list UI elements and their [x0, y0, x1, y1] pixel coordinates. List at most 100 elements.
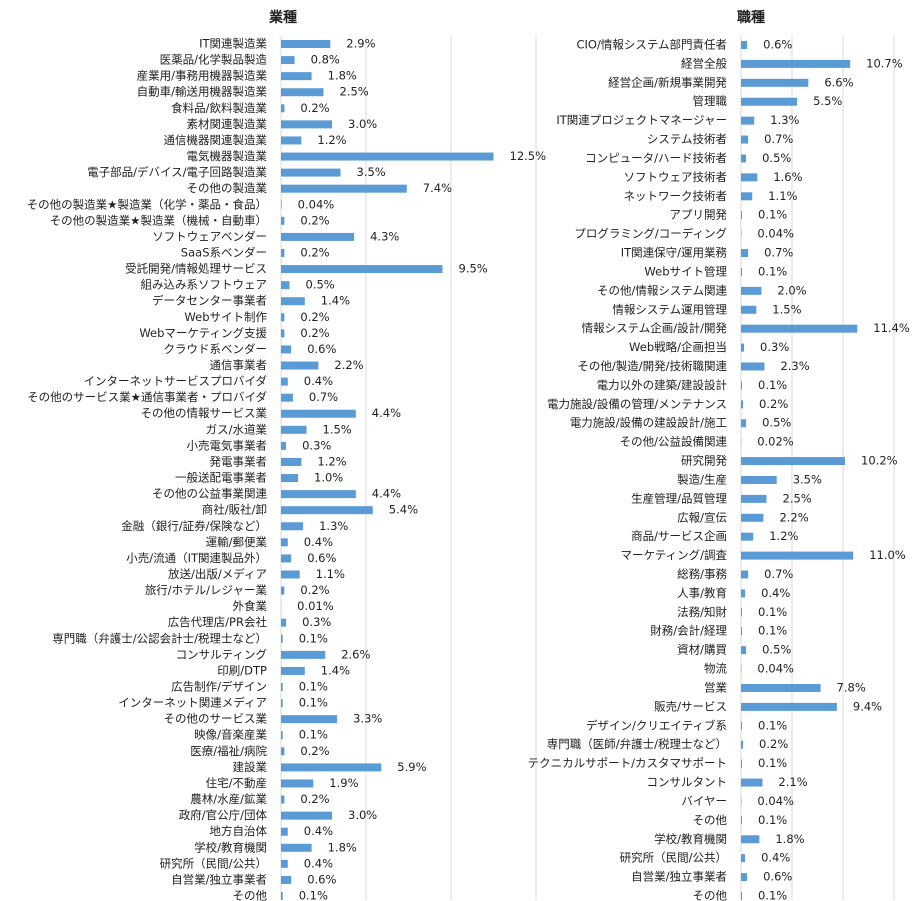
category-label: 映像/音楽産業 [194, 728, 267, 742]
value-label: 0.5% [762, 416, 791, 430]
category-label: その他 [693, 889, 728, 901]
category-label: デザイン/クリエイティブ系 [586, 718, 727, 732]
value-label: 0.04% [757, 227, 794, 241]
category-label: 自営業/独立事業者 [171, 872, 267, 886]
value-label: 0.4% [761, 851, 790, 865]
bar [281, 747, 285, 756]
bar [741, 135, 749, 144]
category-label: 資材/購買 [677, 643, 727, 657]
category-label: 自動車/輸送用機器製造業 [137, 85, 268, 99]
bar [281, 297, 305, 306]
bar [281, 666, 305, 675]
bar [281, 216, 285, 225]
bar [741, 778, 763, 787]
category-label: テクニカルサポート/カスタマサポート [528, 756, 727, 770]
bar [281, 779, 314, 788]
bar [741, 570, 749, 579]
value-label: 0.7% [764, 567, 793, 581]
category-label: 電力施設/設備の建設設計/施工 [570, 416, 727, 430]
category-label: 印刷/DTP [217, 663, 267, 677]
bar [741, 78, 809, 87]
bar [281, 763, 382, 772]
category-label: その他の製造業 [187, 181, 268, 195]
category-label: 電力施設/設備の管理/メンテナンス [547, 397, 727, 411]
category-label: 電気機器製造業 [187, 149, 268, 163]
category-label: 人事/教育 [677, 586, 727, 600]
category-label: その他のサービス業 [164, 712, 268, 726]
value-label: 4.3% [370, 229, 399, 243]
value-label: 0.5% [762, 151, 791, 165]
value-label: 3.3% [353, 712, 382, 726]
value-label: 0.2% [300, 310, 329, 324]
category-label: 発電事業者 [210, 454, 268, 468]
bar [281, 329, 285, 338]
category-label: その他の製造業★製造業（化学・薬品・食品） [27, 197, 267, 211]
value-label: 0.5% [762, 643, 791, 657]
bar [741, 381, 743, 390]
bar [281, 281, 290, 290]
category-label: IT関連製造業 [199, 37, 267, 51]
category-label: 地方自治体 [210, 824, 268, 838]
value-label: 2.5% [783, 491, 812, 505]
bar [281, 795, 285, 804]
bar [281, 506, 373, 515]
bar [281, 72, 312, 81]
bar [741, 608, 743, 617]
category-label: Webサイト制作 [184, 310, 267, 324]
bar [741, 646, 747, 655]
category-label: 医薬品/化学製品製造 [160, 53, 268, 67]
value-label: 0.7% [764, 132, 793, 146]
value-label: 0.04% [757, 794, 794, 808]
category-label: 営業 [704, 680, 727, 694]
value-label: 0.4% [761, 586, 790, 600]
category-label: 運輸/郵便業 [206, 535, 268, 549]
category-label: 放送/出版/メディア [168, 567, 267, 581]
category-label: 医療/福祉/病院 [190, 744, 267, 758]
bar [281, 892, 283, 900]
category-label: CIO/情報システム部門責任者 [576, 38, 727, 52]
value-label: 0.1% [758, 756, 787, 770]
category-label: 専門職（医師/弁護士/税理士など） [547, 737, 727, 751]
chart-title: 職種 [737, 9, 765, 26]
bar [281, 683, 283, 692]
bar [741, 154, 747, 163]
bar [281, 409, 356, 418]
bar [281, 104, 285, 113]
bar [281, 345, 292, 354]
bar [741, 249, 749, 258]
bar [281, 120, 332, 129]
category-label: 総務/事務 [677, 567, 727, 581]
bar [741, 683, 821, 692]
category-label: その他/製造/開発/技術職関連 [577, 359, 727, 373]
category-label: その他 [693, 813, 728, 827]
category-label: その他のサービス業★通信事業者・プロバイダ [27, 390, 267, 404]
bar [741, 532, 754, 541]
value-label: 0.1% [758, 813, 787, 827]
value-label: 11.0% [869, 548, 906, 562]
category-label: 広告制作/デザイン [171, 680, 267, 694]
category-label: IT関連保守/運用業務 [621, 246, 728, 260]
bar [281, 56, 295, 65]
value-label: 2.2% [334, 358, 363, 372]
bar [741, 305, 757, 314]
bar [281, 88, 324, 97]
bar [281, 200, 282, 209]
value-label: 4.4% [372, 406, 401, 420]
value-label: 0.1% [758, 624, 787, 638]
category-label: 政府/官公庁/団体 [179, 808, 268, 822]
category-label: 小売電気事業者 [187, 438, 268, 452]
bar [741, 892, 743, 900]
value-label: 0.01% [297, 599, 334, 613]
bar [741, 702, 837, 711]
value-label: 0.7% [764, 246, 793, 260]
value-label: 1.1% [768, 189, 797, 203]
bar [741, 400, 744, 409]
value-label: 3.0% [348, 808, 377, 822]
category-label: マーケティング/調査 [621, 548, 728, 562]
category-label: その他の製造業★製造業（機械・自動車） [50, 213, 267, 227]
category-label: ネットワーク技術者 [624, 189, 728, 203]
category-label: IT関連プロジェクトマネージャー [556, 113, 727, 127]
category-label: 経営全般 [681, 56, 727, 70]
category-label: 広告代理店/PR会社 [168, 615, 268, 629]
category-label: 素材関連製造業 [187, 117, 268, 131]
